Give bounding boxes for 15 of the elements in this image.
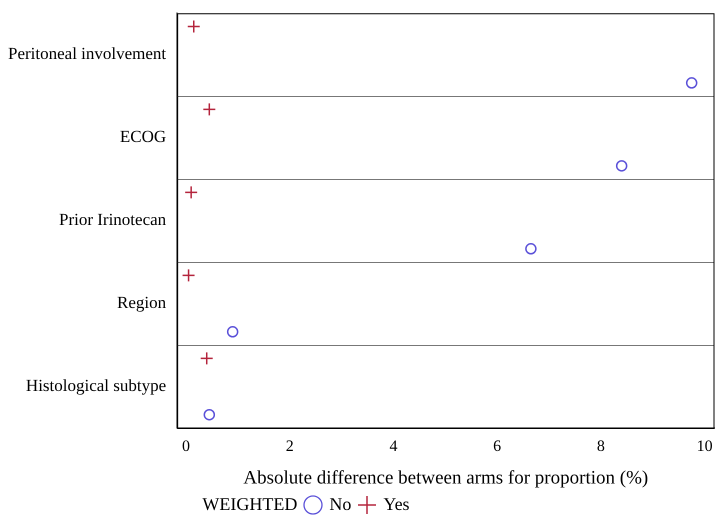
x-tick-label: 4 (389, 438, 398, 455)
x-axis-title: Absolute difference between arms for proportion (%) (243, 468, 648, 489)
x-tick-label: 8 (596, 438, 605, 455)
x-tick-label: 10 (696, 438, 713, 455)
x-tick-label: 6 (493, 438, 502, 455)
y-tick-label: Prior Irinotecan (59, 210, 167, 230)
x-tick-label: 2 (286, 438, 294, 455)
x-tick-label: 0 (182, 438, 190, 455)
legend-label: No (329, 494, 352, 515)
y-tick-label: Peritoneal involvement (8, 44, 166, 64)
y-tick-label: ECOG (120, 127, 166, 146)
legend-title: WEIGHTED (202, 494, 298, 515)
y-tick-label: Region (117, 293, 167, 312)
y-tick-label: Histological subtype (26, 376, 166, 395)
legend-label: Yes (383, 494, 410, 515)
